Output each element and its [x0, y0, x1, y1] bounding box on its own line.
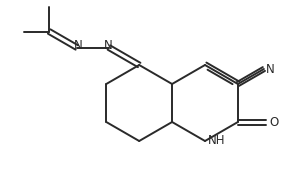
Text: NH: NH: [208, 134, 226, 147]
Text: N: N: [74, 38, 82, 51]
Text: N: N: [104, 38, 112, 51]
Text: O: O: [269, 115, 278, 129]
Text: N: N: [266, 63, 275, 75]
